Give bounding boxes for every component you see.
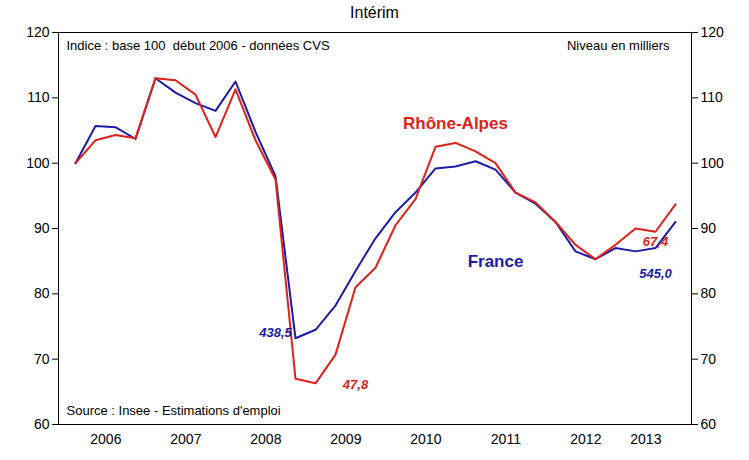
svg-text:2008: 2008 [250,431,281,447]
svg-text:80: 80 [34,285,50,301]
svg-text:2012: 2012 [570,431,601,447]
svg-text:2009: 2009 [330,431,361,447]
svg-text:70: 70 [701,351,717,367]
svg-text:438,5: 438,5 [258,325,292,340]
svg-text:80: 80 [701,285,717,301]
svg-text:2011: 2011 [491,431,521,447]
svg-text:Indice : base 100 début 2006: Indice : base 100 début 2006 - données C… [67,38,330,53]
svg-text:France: France [468,252,524,271]
svg-text:2010: 2010 [410,431,441,447]
svg-text:Niveau en milliers: Niveau en milliers [567,38,670,53]
svg-text:120: 120 [701,24,725,40]
svg-text:60: 60 [701,416,717,432]
svg-text:2013: 2013 [630,431,661,447]
svg-text:47,8: 47,8 [342,377,369,392]
svg-text:2007: 2007 [170,431,201,447]
svg-text:110: 110 [701,89,724,105]
svg-text:90: 90 [34,220,50,236]
html-text:Intérim: Intérim [350,4,399,21]
svg-text:90: 90 [701,220,717,236]
svg-text:545,0: 545,0 [639,266,672,281]
svg-text:100: 100 [701,155,725,171]
svg-text:60: 60 [34,416,50,432]
svg-text:Source : Insee - Estimations d: Source : Insee - Estimations d'emploi [67,403,281,418]
svg-text:110: 110 [27,89,50,105]
svg-text:100: 100 [26,155,50,171]
svg-text:Rhône-Alpes: Rhône-Alpes [403,114,508,133]
svg-text:67,4: 67,4 [643,234,669,249]
svg-text:120: 120 [26,24,50,40]
svg-text:2006: 2006 [90,431,121,447]
svg-text:70: 70 [34,351,50,367]
